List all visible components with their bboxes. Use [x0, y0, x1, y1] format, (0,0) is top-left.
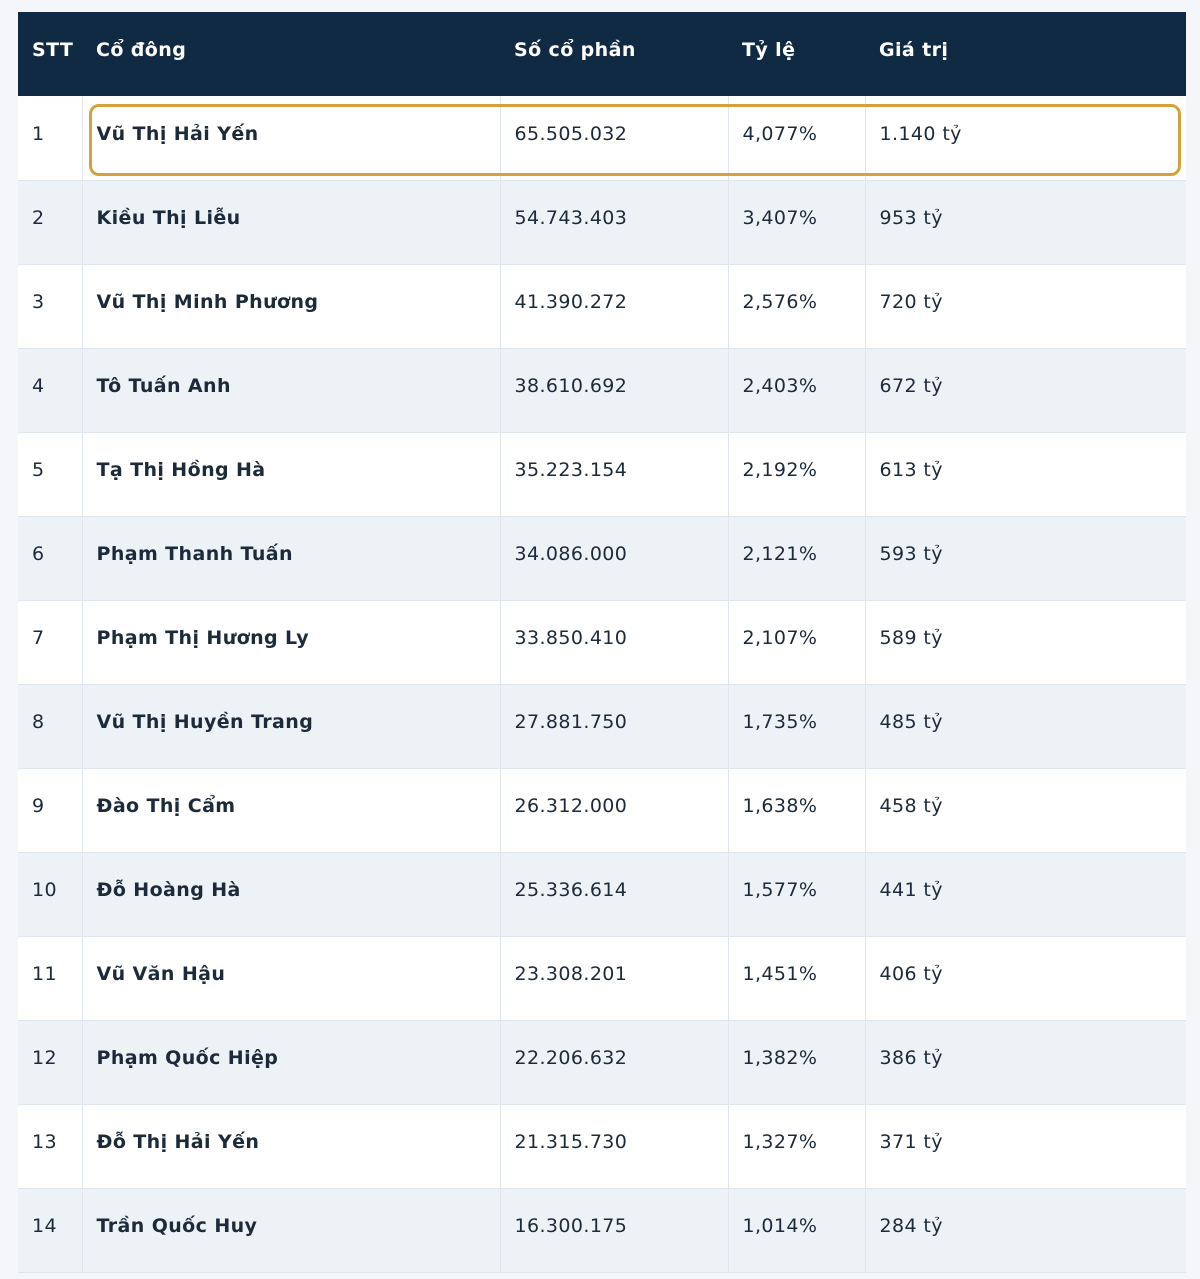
cell-ratio: 1,451% [727, 936, 865, 1021]
cell-value: 953 tỷ [864, 180, 1186, 265]
table-row: 8 Vũ Thị Huyền Trang 27.881.750 1,735% 485 t… [18, 684, 1186, 769]
cell-shareholder-name: Phạm Thị Hương Ly [81, 600, 500, 685]
table-row: 12 Phạm Quốc Hiệp 22.206.632 1,382% 386 tỷ [18, 1020, 1186, 1105]
cell-shares: 38.610.692 [499, 348, 728, 433]
table-row: 3 Vũ Thị Minh Phương 41.390.272 2,576% 720 t… [18, 264, 1186, 349]
cell-value: 720 tỷ [864, 264, 1186, 349]
cell-value: 672 tỷ [864, 348, 1186, 433]
cell-shareholder-name: Tạ Thị Hồng Hà [81, 432, 500, 517]
cell-stt: 1 [18, 96, 82, 181]
cell-shareholder-name: Vũ Thị Huyền Trang [81, 684, 500, 769]
cell-shareholder-name: Đào Thị Cẩm [81, 768, 500, 853]
cell-ratio: 2,576% [727, 264, 865, 349]
cell-stt: 11 [18, 936, 82, 1021]
cell-ratio: 1,014% [727, 1188, 865, 1273]
cell-value: 386 tỷ [864, 1020, 1186, 1105]
cell-ratio: 2,192% [727, 432, 865, 517]
cell-shares: 27.881.750 [499, 684, 728, 769]
cell-ratio: 2,107% [727, 600, 865, 685]
cell-stt: 3 [18, 264, 82, 349]
shareholder-table-container: STT Cổ đông Số cổ phần Tỷ lệ Giá trị 1 Vũ… [18, 12, 1186, 1273]
header-shares: Số cổ phần [514, 39, 636, 61]
cell-shares: 22.206.632 [499, 1020, 728, 1105]
cell-shares: 65.505.032 [499, 96, 728, 181]
table-row: 13 Đỗ Thị Hải Yến 21.315.730 1,327% 371 tỷ [18, 1104, 1186, 1189]
cell-stt: 10 [18, 852, 82, 937]
cell-shareholder-name: Tô Tuấn Anh [81, 348, 500, 433]
cell-ratio: 1,735% [727, 684, 865, 769]
cell-stt: 5 [18, 432, 82, 517]
cell-shareholder-name: Trần Quốc Huy [81, 1188, 500, 1273]
cell-shares: 26.312.000 [499, 768, 728, 853]
cell-shareholder-name: Phạm Thanh Tuấn [81, 516, 500, 601]
cell-shareholder-name: Kiều Thị Liễu [81, 180, 500, 265]
cell-shares: 54.743.403 [499, 180, 728, 265]
cell-ratio: 1,327% [727, 1104, 865, 1189]
cell-stt: 2 [18, 180, 82, 265]
table-row: 4 Tô Tuấn Anh 38.610.692 2,403% 672 tỷ [18, 348, 1186, 433]
cell-ratio: 3,407% [727, 180, 865, 265]
cell-stt: 13 [18, 1104, 82, 1189]
cell-value: 593 tỷ [864, 516, 1186, 601]
cell-shares: 21.315.730 [499, 1104, 728, 1189]
cell-stt: 4 [18, 348, 82, 433]
cell-stt: 6 [18, 516, 82, 601]
cell-value: 406 tỷ [864, 936, 1186, 1021]
cell-value: 371 tỷ [864, 1104, 1186, 1189]
cell-shareholder-name: Vũ Thị Hải Yến [81, 96, 500, 181]
table-row: 10 Đỗ Hoàng Hà 25.336.614 1,577% 441 tỷ [18, 852, 1186, 937]
cell-ratio: 2,121% [727, 516, 865, 601]
cell-stt: 12 [18, 1020, 82, 1105]
header-value: Giá trị [879, 39, 949, 61]
cell-shareholder-name: Đỗ Thị Hải Yến [81, 1104, 500, 1189]
cell-ratio: 4,077% [727, 96, 865, 181]
table-row: 11 Vũ Văn Hậu 23.308.201 1,451% 406 tỷ [18, 936, 1186, 1021]
cell-shares: 23.308.201 [499, 936, 728, 1021]
cell-stt: 7 [18, 600, 82, 685]
cell-ratio: 2,403% [727, 348, 865, 433]
cell-ratio: 1,382% [727, 1020, 865, 1105]
cell-shareholder-name: Vũ Thị Minh Phương [81, 264, 500, 349]
table-row: 9 Đào Thị Cẩm 26.312.000 1,638% 458 tỷ [18, 768, 1186, 853]
header-row: STT Cổ đông Số cổ phần Tỷ lệ Giá trị [18, 12, 1186, 96]
cell-shares: 34.086.000 [499, 516, 728, 601]
cell-shares: 35.223.154 [499, 432, 728, 517]
table-row: 14 Trần Quốc Huy 16.300.175 1,014% 284 tỷ [18, 1188, 1186, 1273]
cell-value: 284 tỷ [864, 1188, 1186, 1273]
cell-shares: 33.850.410 [499, 600, 728, 685]
cell-value: 441 tỷ [864, 852, 1186, 937]
header-ratio: Tỷ lệ [742, 39, 796, 61]
cell-shares: 25.336.614 [499, 852, 728, 937]
cell-stt: 9 [18, 768, 82, 853]
cell-shareholder-name: Phạm Quốc Hiệp [81, 1020, 500, 1105]
table-row: 5 Tạ Thị Hồng Hà 35.223.154 2,192% 613 tỷ [18, 432, 1186, 517]
cell-value: 613 tỷ [864, 432, 1186, 517]
table-body: 1 Vũ Thị Hải Yến 65.505.032 4,077% 1.140 tỷ 2… [18, 96, 1186, 1273]
cell-value: 1.140 tỷ [864, 96, 1186, 181]
header-stt: STT [32, 39, 74, 61]
cell-shares: 16.300.175 [499, 1188, 728, 1273]
cell-value: 589 tỷ [864, 600, 1186, 685]
cell-stt: 14 [18, 1188, 82, 1273]
cell-value: 458 tỷ [864, 768, 1186, 853]
shareholder-table: STT Cổ đông Số cổ phần Tỷ lệ Giá trị 1 Vũ… [18, 12, 1186, 1273]
table-row: 6 Phạm Thanh Tuấn 34.086.000 2,121% 593 tỷ [18, 516, 1186, 601]
cell-shareholder-name: Vũ Văn Hậu [81, 936, 500, 1021]
table-row: 7 Phạm Thị Hương Ly 33.850.410 2,107% 589 tỷ [18, 600, 1186, 685]
cell-shareholder-name: Đỗ Hoàng Hà [81, 852, 500, 937]
table-row: 2 Kiều Thị Liễu 54.743.403 3,407% 953 tỷ [18, 180, 1186, 265]
cell-ratio: 1,638% [727, 768, 865, 853]
table-header: STT Cổ đông Số cổ phần Tỷ lệ Giá trị [18, 12, 1186, 96]
cell-ratio: 1,577% [727, 852, 865, 937]
cell-value: 485 tỷ [864, 684, 1186, 769]
cell-shares: 41.390.272 [499, 264, 728, 349]
header-shareholder: Cổ đông [96, 39, 187, 61]
cell-stt: 8 [18, 684, 82, 769]
table-row: 1 Vũ Thị Hải Yến 65.505.032 4,077% 1.140 tỷ [18, 96, 1186, 181]
